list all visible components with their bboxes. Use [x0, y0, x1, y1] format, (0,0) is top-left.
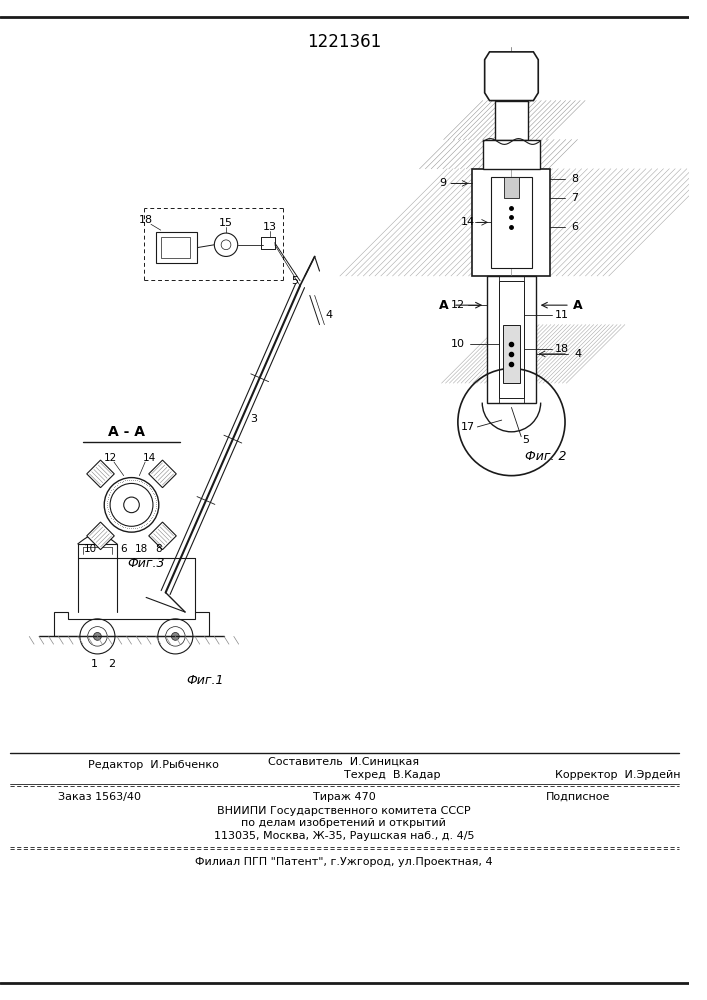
- Bar: [487, 276, 536, 403]
- Bar: [472, 169, 551, 276]
- Circle shape: [214, 233, 238, 256]
- Circle shape: [172, 632, 180, 640]
- Text: Заказ 1563/40: Заказ 1563/40: [59, 792, 141, 802]
- Text: 8: 8: [156, 544, 162, 554]
- Text: 10: 10: [451, 339, 465, 349]
- Polygon shape: [87, 522, 115, 550]
- Text: Техред  В.Кадар: Техред В.Кадар: [344, 770, 440, 780]
- Text: 8: 8: [571, 174, 578, 184]
- Text: 4: 4: [574, 349, 581, 359]
- Text: А: А: [438, 299, 448, 312]
- Text: Тираж 470: Тираж 470: [312, 792, 375, 802]
- Text: Фиг.3: Фиг.3: [127, 557, 165, 570]
- Text: 113035, Москва, Ж-35, Раушская наб., д. 4/5: 113035, Москва, Ж-35, Раушская наб., д. …: [214, 831, 474, 841]
- Text: А - А: А - А: [108, 425, 145, 439]
- Text: 3: 3: [251, 414, 257, 424]
- Bar: [483, 140, 539, 169]
- Polygon shape: [485, 52, 538, 101]
- Text: Подписное: Подписное: [546, 792, 610, 802]
- Text: 11: 11: [555, 310, 569, 320]
- Text: Фиг. 2: Фиг. 2: [525, 450, 566, 463]
- Bar: [499, 281, 524, 398]
- Text: 18: 18: [555, 344, 569, 354]
- Circle shape: [110, 483, 153, 526]
- Polygon shape: [148, 522, 176, 550]
- Text: Фиг.1: Фиг.1: [186, 674, 223, 687]
- Bar: [503, 325, 520, 383]
- Text: 6: 6: [571, 222, 578, 232]
- Text: Составитель  И.Синицкая: Составитель И.Синицкая: [269, 756, 419, 766]
- Text: А: А: [573, 299, 583, 312]
- Text: Редактор  И.Рыбченко: Редактор И.Рыбченко: [88, 760, 218, 770]
- Bar: [160, 237, 190, 258]
- Text: 9: 9: [440, 178, 447, 188]
- Text: ВНИИПИ Государственного комитета СССР: ВНИИПИ Государственного комитета СССР: [217, 806, 471, 816]
- Text: 1221361: 1221361: [307, 33, 381, 51]
- Text: 18: 18: [134, 544, 148, 554]
- Text: 15: 15: [219, 218, 233, 228]
- Text: 5: 5: [292, 276, 298, 286]
- Bar: [503, 177, 519, 198]
- Text: 12: 12: [451, 300, 465, 310]
- Text: 2: 2: [108, 659, 116, 669]
- Polygon shape: [148, 460, 176, 488]
- Text: 17: 17: [460, 422, 474, 432]
- Text: по делам изобретений и открытий: по делам изобретений и открытий: [242, 818, 446, 828]
- Text: Корректор  И.Эрдейн: Корректор И.Эрдейн: [555, 770, 681, 780]
- Text: 14: 14: [142, 453, 156, 463]
- Text: 14: 14: [460, 217, 474, 227]
- Circle shape: [93, 632, 101, 640]
- Bar: [491, 177, 532, 268]
- Text: 12: 12: [103, 453, 117, 463]
- Text: 6: 6: [120, 544, 127, 554]
- Text: 1: 1: [91, 659, 98, 669]
- Text: Филиал ПГП "Патент", г.Ужгород, ул.Проектная, 4: Филиал ПГП "Патент", г.Ужгород, ул.Проек…: [195, 857, 493, 867]
- Polygon shape: [87, 460, 115, 488]
- Circle shape: [124, 497, 139, 513]
- Circle shape: [104, 478, 159, 532]
- Bar: [495, 101, 528, 140]
- Text: 18: 18: [139, 215, 153, 225]
- Text: 13: 13: [263, 222, 277, 232]
- Text: 4: 4: [326, 310, 333, 320]
- Text: 10: 10: [84, 544, 97, 554]
- Text: 5: 5: [522, 435, 530, 445]
- Text: 7: 7: [571, 193, 578, 203]
- Bar: [156, 232, 197, 263]
